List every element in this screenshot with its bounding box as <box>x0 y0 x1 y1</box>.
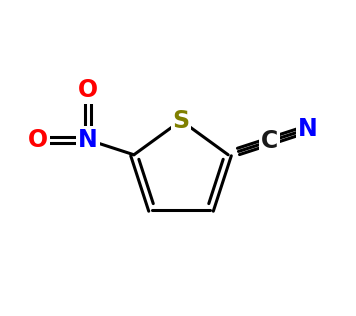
Text: C: C <box>261 129 278 153</box>
Text: O: O <box>28 128 48 152</box>
Text: S: S <box>172 108 190 132</box>
Text: N: N <box>78 128 98 152</box>
Text: N: N <box>298 117 317 141</box>
Text: O: O <box>78 78 98 102</box>
